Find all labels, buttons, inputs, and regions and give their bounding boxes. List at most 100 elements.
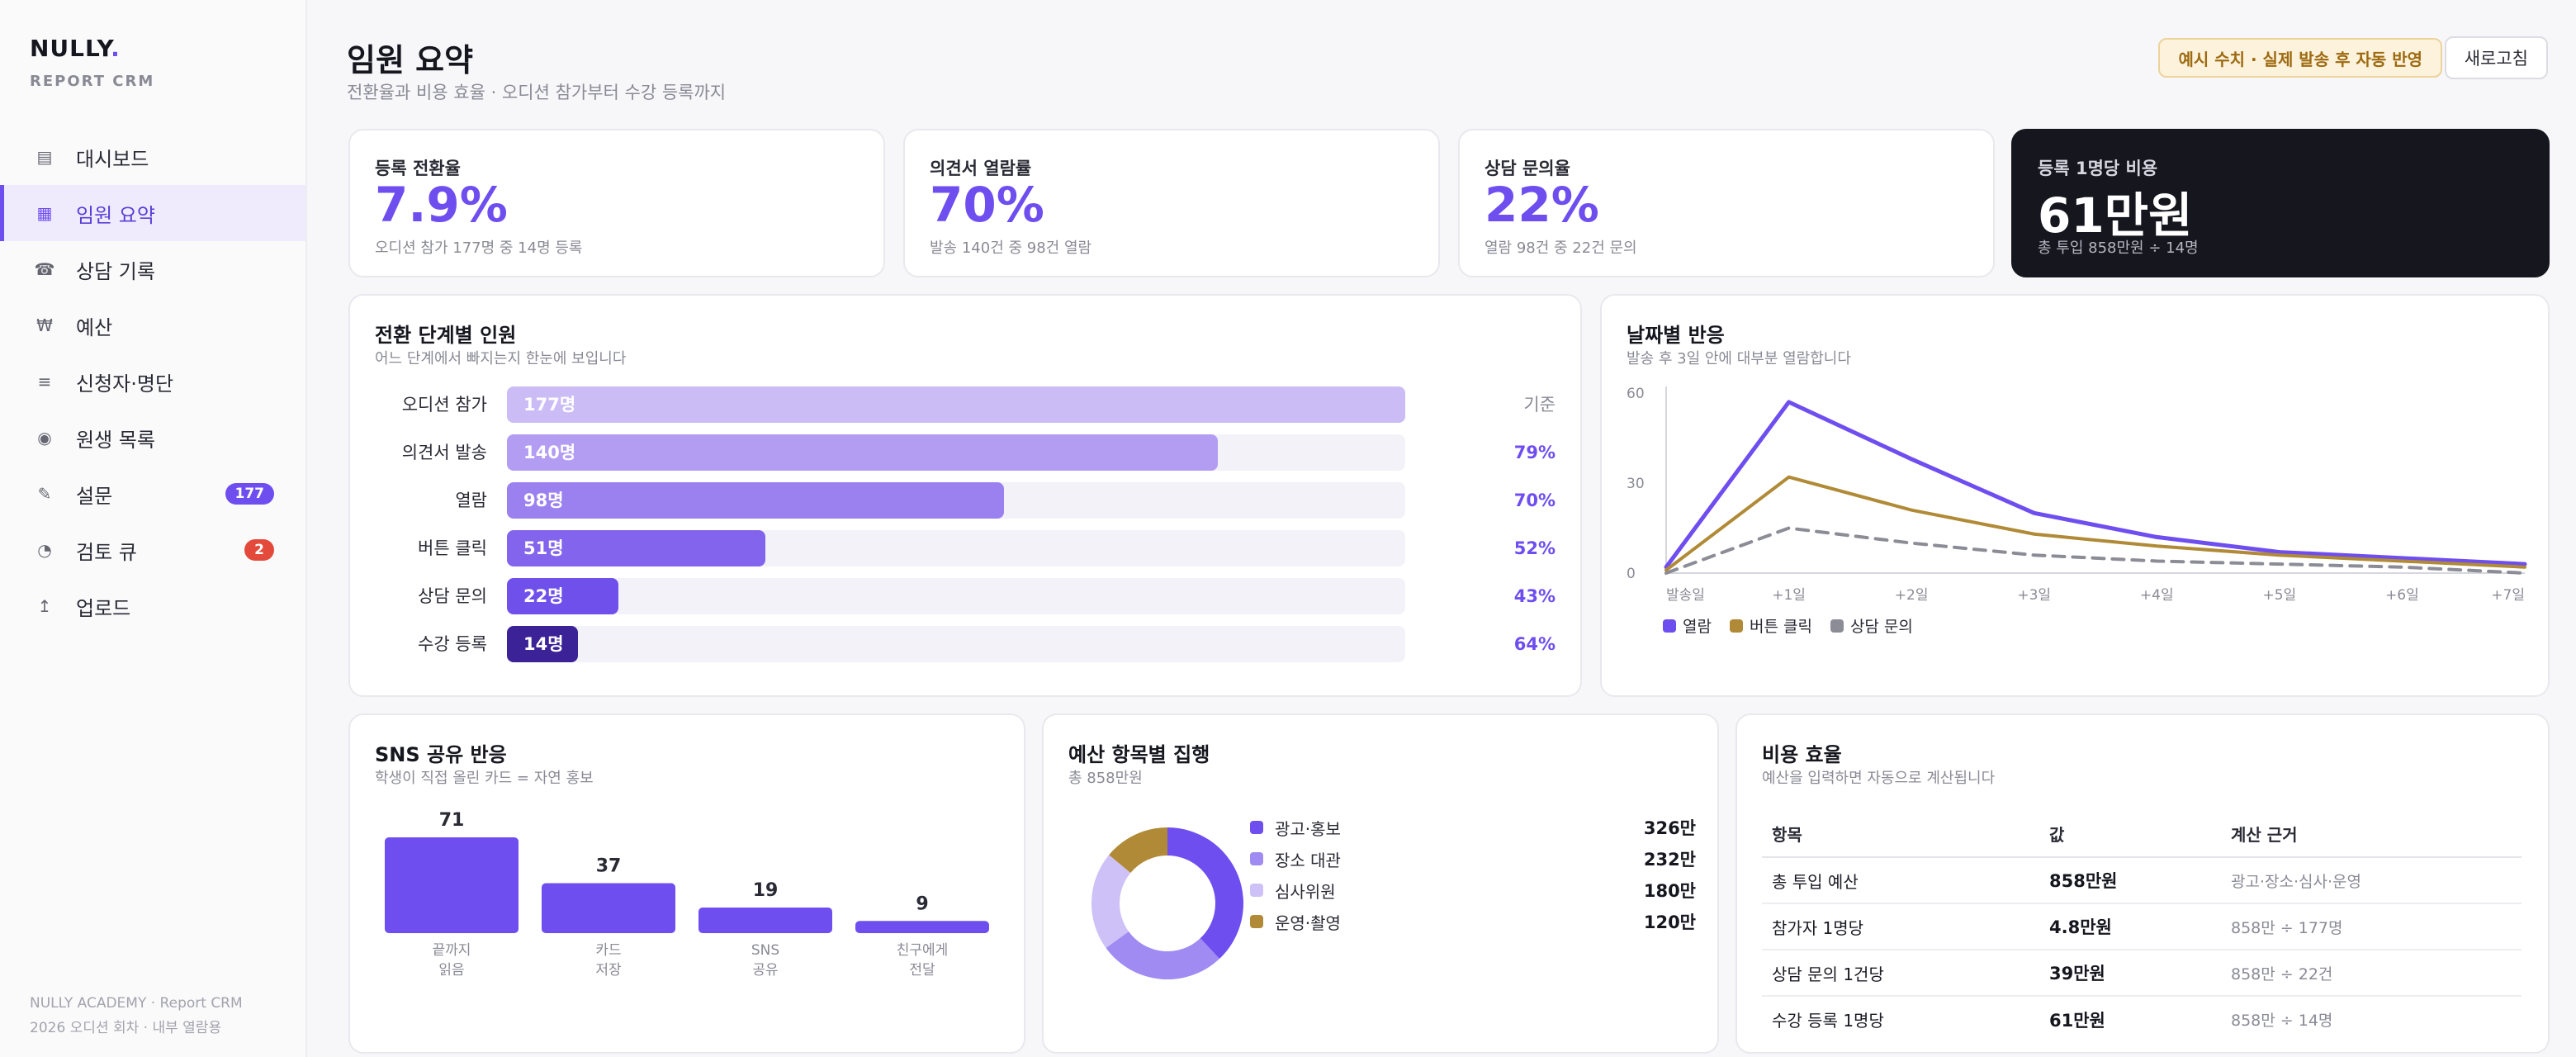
kpi-label: 등록 전환율 — [375, 159, 461, 178]
column-header-basis: 계산 근거 — [2221, 811, 2522, 858]
x-tick-label: +5일 — [2263, 587, 2297, 604]
legend-swatch — [1663, 619, 1676, 633]
bar-value-label: 37 — [596, 856, 622, 877]
funnel-row: 수강 등록 14명 64% — [375, 626, 1556, 662]
y-tick-label: 60 — [1627, 386, 1645, 402]
cell-value: 61만원 — [2049, 1010, 2105, 1031]
funnel-bar: 22명 — [507, 578, 619, 614]
card-title: SNS 공유 반응 — [375, 743, 507, 766]
donut-slice — [1167, 827, 1243, 960]
card-subtitle: 총 858만원 — [1068, 770, 1143, 787]
kpi-card-open-rate: 의견서 열람률 70% 발송 140건 중 98건 열람 — [903, 129, 1440, 277]
legend-label: 상담 문의 — [1849, 618, 1913, 636]
cell-item: 참가자 1명당 — [1762, 903, 2039, 950]
card-title: 날짜별 반응 — [1627, 324, 1725, 347]
funnel-bar-label: 177명 — [523, 395, 576, 415]
target-icon: ◉ — [37, 428, 52, 448]
cell-value: 39만원 — [2039, 950, 2221, 997]
x-tick-label: +3일 — [2017, 587, 2051, 604]
bar-category-label: 끝까지 — [433, 942, 471, 959]
cell-value: 858만원 — [2039, 857, 2221, 904]
sidebar-item-2[interactable]: ▦ 임원 요약 — [0, 185, 305, 241]
bar — [542, 883, 675, 933]
kpi-label: 등록 1명당 비용 — [2038, 159, 2158, 178]
bar-category-label: 전달 — [909, 962, 935, 979]
sidebar-item-4[interactable]: ₩ 예산 — [0, 297, 305, 353]
sidebar-footer: NULLY ACADEMY · Report CRM 2026 오디션 회차 ·… — [30, 991, 243, 1040]
sidebar-item-3[interactable]: ☎ 상담 기록 — [0, 241, 305, 297]
funnel-bar-label: 14명 — [523, 634, 564, 654]
refresh-button[interactable]: 새로고침 — [2444, 36, 2548, 79]
kpi-card-inquiry-rate: 상담 문의율 22% 열람 98건 중 22건 문의 — [1458, 129, 1995, 277]
funnel-bar-label: 98명 — [523, 491, 564, 510]
kpi-card-cost-per-enroll: 등록 1명당 비용 61만원 총 투입 858만원 ÷ 14명 — [2011, 129, 2550, 277]
sidebar-item-9[interactable]: ↥ 업로드 — [0, 578, 305, 634]
funnel-track: 51명 — [507, 530, 1405, 566]
sidebar-item-label: 상담 기록 — [76, 259, 155, 283]
funnel-track: 140명 — [507, 434, 1405, 471]
kpi-card-conversion: 등록 전환율 7.9% 오디션 참가 177명 중 14명 등록 — [348, 129, 885, 277]
sidebar-item-label: 대시보드 — [76, 147, 149, 171]
list-icon: ≡ — [37, 372, 52, 391]
brand-subtitle: REPORT CRM — [30, 73, 155, 90]
cell-value: 4.8만원 — [2039, 903, 2221, 950]
card-title: 전환 단계별 인원 — [375, 324, 517, 347]
funnel-row: 오디션 참가 177명 기준 — [375, 386, 1556, 423]
cell-item: 총 투입 예산 — [1762, 857, 2039, 904]
sidebar: NULLY. REPORT CRM ▤ 대시보드 ▦ 임원 요약 ☎ 상담 기록 ₩ 예산 ≡ 신… — [0, 0, 307, 1057]
sidebar-item-label: 설문 — [76, 484, 113, 508]
budget-item-label: 심사위원 — [1275, 881, 1336, 902]
funnel-bar: 177명 — [507, 386, 1405, 423]
footer-line-2: 2026 오디션 회차 · 내부 열람용 — [30, 1020, 222, 1036]
cell-item: 수강 등록 1명당 — [1772, 1011, 1884, 1031]
funnel-track: 22명 — [507, 578, 1405, 614]
funnel-row: 의견서 발송 140명 79% — [375, 434, 1556, 471]
funnel-step-label: 오디션 참가 — [401, 395, 487, 415]
y-tick-label: 0 — [1627, 566, 1636, 582]
budget-item-amount: 120만 — [1643, 912, 1696, 932]
kpi-value: 22% — [1485, 177, 1599, 233]
x-tick-label: 발송일 — [1666, 587, 1705, 604]
kpi-label: 의견서 열람률 — [930, 159, 1032, 178]
funnel-bar: 140명 — [507, 434, 1218, 471]
kpi-value: 70% — [930, 177, 1044, 233]
funnel-row: 상담 문의 22명 43% — [375, 578, 1556, 614]
page-title: 임원 요약 — [347, 42, 474, 78]
funnel-track: 177명 — [507, 386, 1405, 423]
sidebar-item-7[interactable]: ✎ 설문 177 — [0, 466, 305, 522]
table-header-row: 항목 값 계산 근거 — [1762, 811, 2522, 858]
table-row: 총 투입 예산 858만원 광고·장소·심사·운영 — [1762, 857, 2522, 904]
won-icon: ₩ — [36, 315, 53, 335]
sidebar-item-6[interactable]: ◉ 원생 목록 — [0, 410, 305, 466]
bar-category-label: 카드 — [595, 942, 621, 959]
card-title: 예산 항목별 집행 — [1068, 743, 1210, 766]
x-tick-label: +4일 — [2140, 587, 2174, 604]
sidebar-item-8[interactable]: ◔ 검토 큐 2 — [0, 522, 305, 578]
brand-logo[interactable]: NULLY. — [30, 35, 121, 62]
x-tick-label: +1일 — [1772, 587, 1806, 604]
card-subtitle: 예산을 입력하면 자동으로 계산됩니다 — [1762, 770, 1996, 787]
footer-line-1: NULLY ACADEMY · Report CRM — [30, 995, 243, 1012]
budget-card: 예산 항목별 집행 총 858만원 광고·홍보 326만 장소 대관 232만 심사위원… — [1042, 713, 1719, 1054]
bar-value-label: 19 — [753, 880, 779, 901]
funnel-bar-label: 22명 — [523, 586, 564, 606]
x-tick-label: +2일 — [1895, 587, 1929, 604]
sample-data-notice: 예시 수치 · 실제 발송 후 자동 반영 — [2158, 38, 2442, 78]
budget-item-label: 운영·촬영 — [1275, 912, 1341, 933]
line-legend: 열람 버튼 클릭 상담 문의 — [1663, 614, 1913, 637]
legend-swatch — [1729, 619, 1743, 633]
sidebar-item-5[interactable]: ≡ 신청자·명단 — [0, 353, 305, 410]
bar-category-label: SNS — [751, 942, 779, 959]
sidebar-item-1[interactable]: ▤ 대시보드 — [0, 129, 305, 185]
donut-slice — [1091, 855, 1131, 948]
sns-card: SNS 공유 반응 학생이 직접 올린 카드 = 자연 홍보 71 끝까지 읽음 37… — [348, 713, 1025, 1054]
cell-basis: 858만 ÷ 177명 — [2221, 903, 2522, 950]
x-tick-label: +7일 — [2491, 587, 2525, 604]
kpi-value: 7.9% — [375, 177, 508, 233]
bar-category-label: 공유 — [752, 962, 778, 979]
budget-item-amount: 180만 — [1643, 881, 1696, 901]
bar-category-label: 친구에게 — [897, 942, 949, 959]
series-line-3 — [1664, 526, 2526, 575]
kpi-note: 오디션 참가 177명 중 14명 등록 — [375, 239, 583, 257]
phone-icon: ☎ — [34, 259, 55, 279]
